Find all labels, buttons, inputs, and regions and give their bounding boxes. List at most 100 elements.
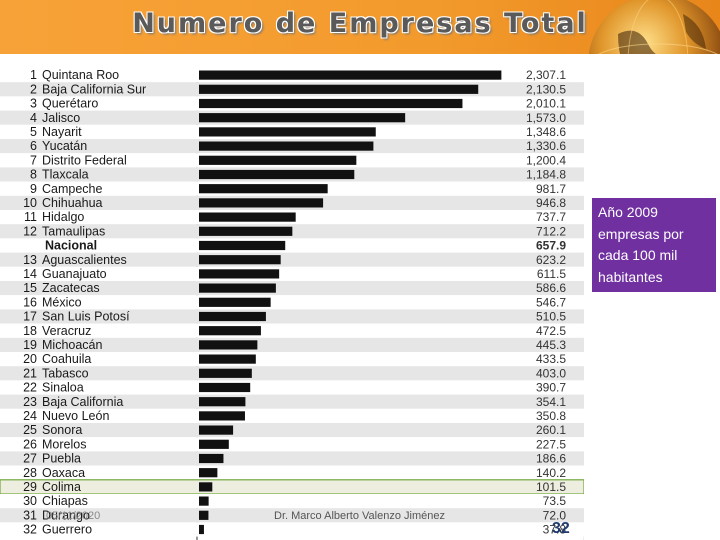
- bar: [199, 439, 229, 449]
- rank-label: 21: [23, 366, 37, 380]
- chart-row: 10 Chihuahua 946.8: [0, 195, 584, 210]
- row-background: [0, 451, 584, 466]
- bar: [199, 226, 293, 236]
- state-label: Oaxaca: [42, 466, 85, 480]
- bar: [199, 524, 204, 535]
- rank-label: 30: [23, 494, 37, 508]
- bar: [199, 84, 479, 94]
- row-background: [0, 494, 584, 509]
- state-label: Jalisco: [42, 111, 80, 125]
- rank-label: 1: [30, 68, 37, 82]
- chart-row: 6 Yucatán 1,330.6: [0, 139, 584, 154]
- value-label: 472.5: [536, 324, 566, 338]
- chart-row: 30 Chiapas 73.5: [0, 494, 584, 509]
- bar: [199, 510, 209, 520]
- row-background: [0, 238, 584, 253]
- value-label: 445.3: [536, 338, 566, 352]
- value-label: 546.7: [536, 295, 566, 309]
- row-background: [0, 408, 584, 423]
- row-background: [0, 323, 584, 338]
- rank-label: 22: [23, 381, 37, 395]
- bar: [199, 283, 276, 293]
- row-background: [0, 394, 584, 409]
- state-label: Guerrero: [42, 523, 92, 537]
- chart-row: 9 Campeche 981.7: [0, 181, 584, 196]
- chart-row: 17 San Luis Potosí 510.5: [0, 309, 584, 324]
- value-label: 2,010.1: [526, 97, 566, 111]
- rank-label: 10: [23, 196, 37, 210]
- row-background: [0, 465, 584, 480]
- state-label: Tamaulipas: [42, 224, 105, 238]
- value-label: 1,200.4: [526, 153, 566, 167]
- value-label: 623.2: [536, 253, 566, 267]
- right-panel: [588, 54, 720, 540]
- value-label: 354.1: [536, 395, 566, 409]
- slide-title: Numero de Empresas Total: [132, 8, 588, 39]
- bar: [199, 198, 324, 208]
- chart-row: 25 Sonora 260.1: [0, 423, 584, 438]
- state-label: Guanajuato: [42, 267, 107, 281]
- row-background: [0, 281, 584, 296]
- state-label: Sinaloa: [42, 381, 84, 395]
- chart-row: 14 Guanajuato 611.5: [0, 266, 584, 281]
- rank-label: 6: [30, 139, 37, 153]
- bar: [199, 255, 281, 265]
- state-label: Chihuahua: [42, 196, 103, 210]
- state-label: Tabasco: [42, 366, 89, 380]
- rank-label: 18: [23, 324, 37, 338]
- value-label: 227.5: [536, 437, 566, 451]
- chart-row: 15 Zacatecas 586.6: [0, 281, 584, 296]
- value-label: 946.8: [536, 196, 566, 210]
- rank-label: 23: [23, 395, 37, 409]
- row-background: [0, 266, 584, 281]
- bar: [199, 70, 502, 80]
- value-label: 140.2: [536, 466, 566, 480]
- value-label: 390.7: [536, 381, 566, 395]
- chart-row: 7 Distrito Federal 1,200.4: [0, 153, 584, 168]
- state-label: Yucatán: [42, 139, 87, 153]
- chart-row: 5 Nayarit 1,348.6: [0, 124, 584, 139]
- bar: [199, 340, 258, 350]
- value-label: 433.5: [536, 352, 566, 366]
- bar: [199, 98, 463, 109]
- state-label: Nayarit: [42, 125, 82, 139]
- chart-row: 22 Sinaloa 390.7: [0, 380, 584, 395]
- rank-label: 24: [23, 409, 37, 423]
- row-background: [0, 479, 584, 495]
- value-label: 712.2: [536, 224, 566, 238]
- rank-label: 11: [24, 210, 37, 224]
- row-background: [0, 252, 584, 267]
- state-label: Nacional: [45, 239, 97, 253]
- value-label: 260.1: [536, 423, 566, 437]
- chart-row: 13 Aguascalientes 623.2: [0, 252, 584, 267]
- rank-label: 8: [30, 168, 37, 182]
- rank-label: 16: [23, 295, 37, 309]
- row-background: [0, 437, 584, 452]
- bar-chart: 1 Quintana Roo 2,307.1 2 Baja California Sur…: [0, 68, 584, 540]
- bar: [199, 468, 218, 478]
- state-label: San Luis Potosí: [42, 310, 130, 324]
- callout-box: Año 2009 empresas por cada 100 mil habit…: [592, 198, 716, 292]
- value-label: 657.9: [536, 239, 566, 253]
- chart-row: 21 Tabasco 403.0: [0, 366, 584, 381]
- bar: [199, 269, 280, 279]
- chart-row: 24 Nuevo León 350.8: [0, 408, 584, 423]
- chart-row: Nacional 657.9: [0, 238, 584, 253]
- chart-row: 28 Oaxaca 140.2: [0, 465, 584, 480]
- bar: [199, 354, 256, 364]
- value-label: 2,130.5: [526, 82, 566, 96]
- state-label: Michoacán: [42, 338, 102, 352]
- rank-label: 19: [23, 338, 37, 352]
- row-background: [0, 295, 584, 310]
- chart-row: 19 Michoacán 445.3: [0, 337, 584, 352]
- value-label: 1,330.6: [526, 139, 566, 153]
- chart-row: 29 Colima 101.5: [0, 479, 584, 495]
- state-label: Baja California Sur: [42, 82, 146, 96]
- value-label: 2,307.1: [526, 68, 566, 82]
- state-label: Morelos: [42, 437, 86, 451]
- bar: [199, 141, 374, 151]
- chart-row: 26 Morelos 227.5: [0, 437, 584, 452]
- row-background: [0, 380, 584, 395]
- bar: [199, 113, 406, 123]
- value-label: 586.6: [536, 281, 566, 295]
